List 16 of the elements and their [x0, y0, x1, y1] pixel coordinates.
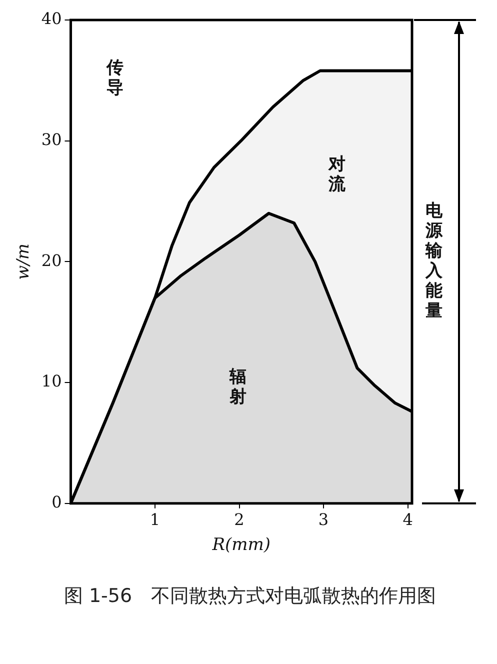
y-tick-label: 0 [52, 492, 62, 512]
annotation: 传导 [106, 58, 124, 98]
text: 电源输入能量 [424, 201, 444, 322]
y-axis-title: w/m [14, 243, 34, 280]
y-tick-label: 10 [41, 372, 62, 391]
annotation: 辐射 [228, 367, 246, 408]
caption: 图 1-56 不同散热方式对电弧散热的作用图 [62, 584, 438, 609]
x-tick-label: 4 [402, 510, 413, 530]
y-tick-label: 20 [41, 250, 62, 270]
y-tick-label: 40 [41, 9, 62, 28]
annotation: 对流 [327, 154, 346, 194]
x-tick-label: 2 [234, 510, 244, 530]
x-tick-label: 1 [150, 510, 160, 530]
x-axis-title: R(mm) [211, 535, 271, 556]
x-tick-label: 3 [318, 510, 329, 530]
y-tick-label: 30 [41, 130, 62, 150]
